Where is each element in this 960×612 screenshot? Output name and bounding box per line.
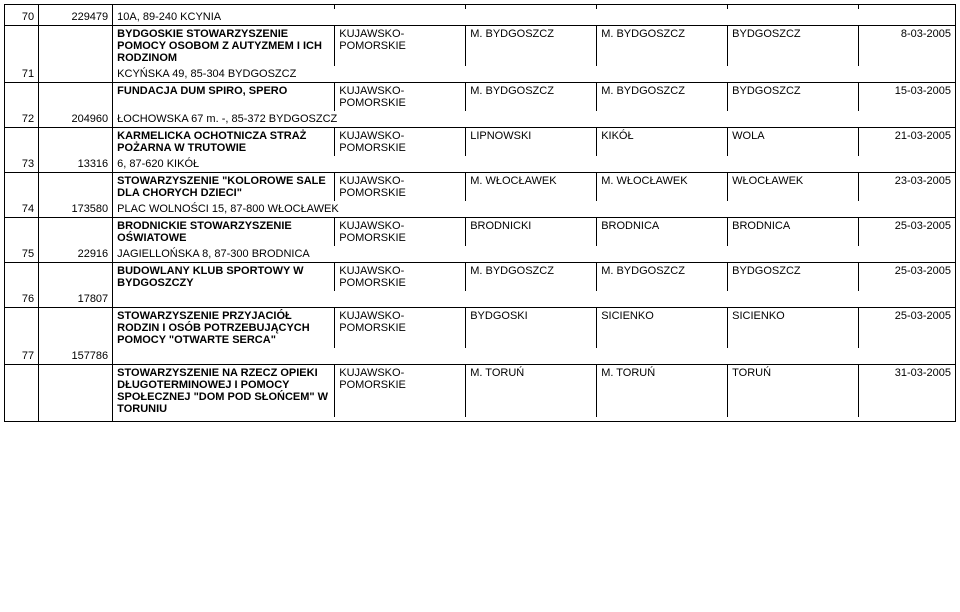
address	[113, 348, 956, 365]
city: M. WŁOCŁAWEK	[597, 173, 728, 202]
district: M. TORUŃ	[466, 365, 597, 418]
address: 10A, 89-240 KCYNIA	[113, 9, 956, 26]
place: BYDGOSZCZ	[728, 83, 859, 112]
row-id: 173580	[39, 201, 113, 218]
date: 31-03-2005	[859, 365, 956, 418]
row-num	[5, 365, 39, 418]
row-id	[39, 173, 113, 202]
org-name: STOWARZYSZENIE NA RZECZ OPIEKI DŁUGOTERM…	[113, 365, 335, 418]
org-name: KARMELICKA OCHOTNICZA STRAŻ POŻARNA W TR…	[113, 128, 335, 157]
row-id	[39, 66, 113, 83]
place: WOLA	[728, 128, 859, 157]
row-id: 22916	[39, 246, 113, 263]
row-num	[5, 308, 39, 349]
address: JAGIELLOŃSKA 8, 87-300 BRODNICA	[113, 246, 956, 263]
row-id: 157786	[39, 348, 113, 365]
district: BYDGOSKI	[466, 308, 597, 349]
row-id	[39, 308, 113, 349]
city: M. TORUŃ	[597, 365, 728, 418]
date: 21-03-2005	[859, 128, 956, 157]
region: KUJAWSKO-POMORSKIE	[335, 83, 466, 112]
region: KUJAWSKO-POMORSKIE	[335, 218, 466, 247]
place: BYDGOSZCZ	[728, 26, 859, 67]
address: PLAC WOLNOŚCI 15, 87-800 WŁOCŁAWEK	[113, 201, 956, 218]
row-num	[5, 83, 39, 112]
district: M. BYDGOSZCZ	[466, 263, 597, 292]
org-name: STOWARZYSZENIE "KOLOROWE SALE DLA CHORYC…	[113, 173, 335, 202]
row-num	[5, 128, 39, 157]
row-num: 73	[5, 156, 39, 173]
district: BRODNICKI	[466, 218, 597, 247]
address: KCYŃSKA 49, 85-304 BYDGOSZCZ	[113, 66, 956, 83]
address: 6, 87-620 KIKÓŁ	[113, 156, 956, 173]
row-num: 70	[5, 9, 39, 26]
org-name: STOWARZYSZENIE PRZYJACIÓŁ RODZIN I OSÓB …	[113, 308, 335, 349]
region: KUJAWSKO-POMORSKIE	[335, 26, 466, 67]
region: KUJAWSKO-POMORSKIE	[335, 128, 466, 157]
org-name: BYDGOSKIE STOWARZYSZENIE POMOCY OSOBOM Z…	[113, 26, 335, 67]
address	[113, 417, 956, 422]
row-id: 204960	[39, 111, 113, 128]
district: LIPNOWSKI	[466, 128, 597, 157]
row-id: 17807	[39, 291, 113, 308]
date: 25-03-2005	[859, 308, 956, 349]
city: M. BYDGOSZCZ	[597, 83, 728, 112]
row-num	[5, 417, 39, 422]
row-id: 229479	[39, 9, 113, 26]
district: M. WŁOCŁAWEK	[466, 173, 597, 202]
row-num	[5, 218, 39, 247]
row-num	[5, 263, 39, 292]
org-name: FUNDACJA DUM SPIRO, SPERO	[113, 83, 335, 112]
data-table: 7022947910A, 89-240 KCYNIABYDGOSKIE STOW…	[4, 4, 956, 422]
row-id: 13316	[39, 156, 113, 173]
row-num: 71	[5, 66, 39, 83]
address	[113, 291, 956, 308]
row-id	[39, 218, 113, 247]
region: KUJAWSKO-POMORSKIE	[335, 308, 466, 349]
row-num: 74	[5, 201, 39, 218]
region: KUJAWSKO-POMORSKIE	[335, 173, 466, 202]
row-num	[5, 173, 39, 202]
row-id	[39, 365, 113, 418]
city: SICIENKO	[597, 308, 728, 349]
city: M. BYDGOSZCZ	[597, 26, 728, 67]
row-id	[39, 263, 113, 292]
district: M. BYDGOSZCZ	[466, 83, 597, 112]
date: 15-03-2005	[859, 83, 956, 112]
place: WŁOCŁAWEK	[728, 173, 859, 202]
row-num: 72	[5, 111, 39, 128]
date: 23-03-2005	[859, 173, 956, 202]
city: M. BYDGOSZCZ	[597, 263, 728, 292]
place: TORUŃ	[728, 365, 859, 418]
date: 8-03-2005	[859, 26, 956, 67]
row-id	[39, 83, 113, 112]
place: BYDGOSZCZ	[728, 263, 859, 292]
city: KIKÓŁ	[597, 128, 728, 157]
row-id	[39, 26, 113, 67]
org-name: BUDOWLANY KLUB SPORTOWY W BYDGOSZCZY	[113, 263, 335, 292]
row-id	[39, 128, 113, 157]
address: ŁOCHOWSKA 67 m. -, 85-372 BYDGOSZCZ	[113, 111, 956, 128]
row-id	[39, 417, 113, 422]
city: BRODNICA	[597, 218, 728, 247]
row-num: 76	[5, 291, 39, 308]
date: 25-03-2005	[859, 218, 956, 247]
place: BRODNICA	[728, 218, 859, 247]
row-num	[5, 26, 39, 67]
region: KUJAWSKO-POMORSKIE	[335, 263, 466, 292]
place: SICIENKO	[728, 308, 859, 349]
row-num: 77	[5, 348, 39, 365]
date: 25-03-2005	[859, 263, 956, 292]
org-name: BRODNICKIE STOWARZYSZENIE OŚWIATOWE	[113, 218, 335, 247]
row-num: 75	[5, 246, 39, 263]
district: M. BYDGOSZCZ	[466, 26, 597, 67]
region: KUJAWSKO-POMORSKIE	[335, 365, 466, 418]
